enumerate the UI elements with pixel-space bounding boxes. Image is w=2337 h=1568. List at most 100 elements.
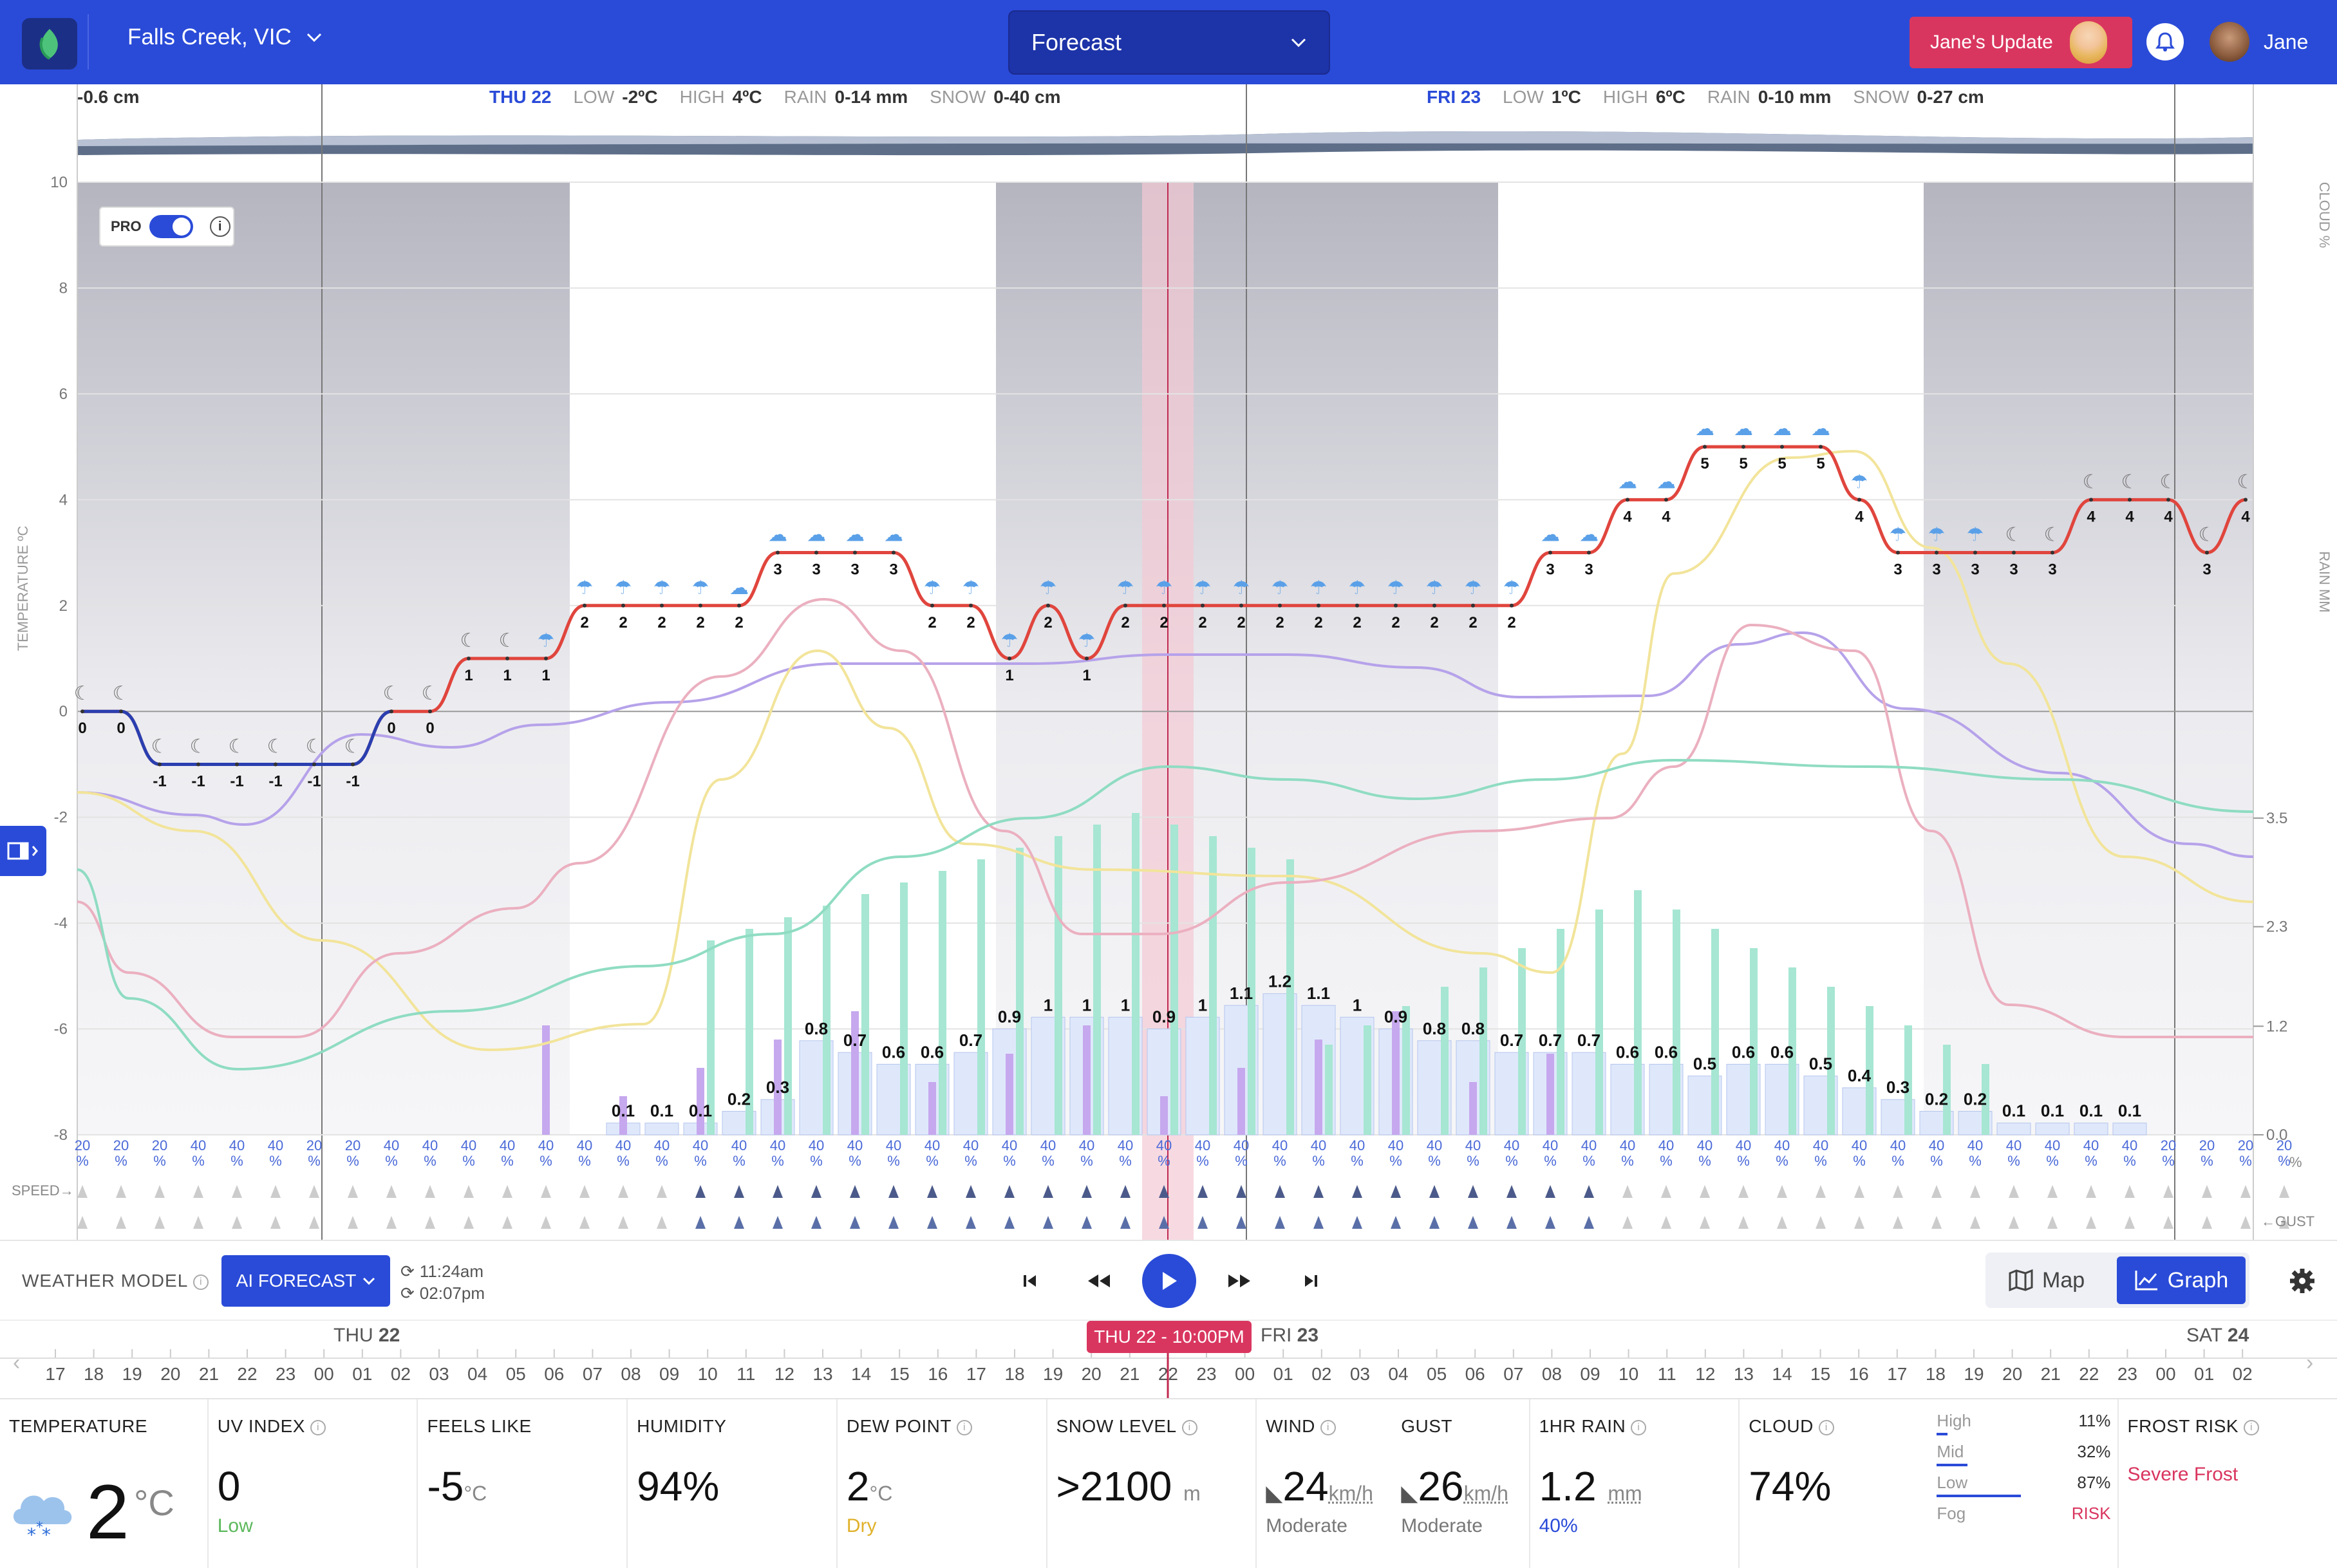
rewind-button[interactable]	[1083, 1268, 1115, 1294]
dew-point-level: Dry	[846, 1515, 877, 1536]
feels-like-card[interactable]: FEELS LIKE -5°C	[418, 1399, 628, 1568]
timeline-hour-label: 14	[1772, 1364, 1792, 1384]
skip-forward-button[interactable]	[1298, 1268, 1324, 1294]
rain-probability-label: 20	[2276, 1137, 2292, 1153]
info-icon[interactable]: i	[957, 1419, 973, 1435]
temperature-point	[1008, 657, 1011, 660]
temperature-card[interactable]: TEMPERATURE * * * 2 °C	[0, 1399, 209, 1568]
uv-card[interactable]: UV INDEX i 0 Low	[209, 1399, 418, 1568]
rain-amount-label: 0.6	[1616, 1042, 1639, 1061]
weather-model-text: WEATHER MODEL	[22, 1271, 189, 1291]
cloud-icon: ☂	[653, 577, 671, 599]
humidity-value: 94%	[637, 1463, 720, 1509]
timeline-next-icon[interactable]: ›	[2306, 1350, 2314, 1375]
rain-unit: mm	[1608, 1482, 1642, 1505]
wind-card[interactable]: WIND i ◣ 24 km/h Moderate GUST ◣ 26 km/h Mode…	[1257, 1399, 1530, 1568]
temperature-value: 2	[86, 1469, 129, 1555]
wind-arrow-icon	[2009, 1216, 2019, 1229]
rain-probability-bar	[1441, 987, 1449, 1135]
timeline-hour-label: 09	[659, 1364, 679, 1384]
rain-amount-label: 0.8	[1423, 1019, 1446, 1038]
location-selector[interactable]: Falls Creek, VIC	[127, 24, 323, 50]
temperature-label: 2	[1275, 614, 1284, 631]
timeline-prev-icon[interactable]: ‹	[13, 1350, 21, 1375]
cloud-card[interactable]: CLOUD i 74%	[1740, 1399, 1928, 1568]
temperature-point	[1162, 603, 1166, 608]
temperature-label: 2	[1121, 614, 1129, 631]
play-button[interactable]	[1142, 1254, 1196, 1308]
dew-point-card[interactable]: DEW POINT i 2°C Dry	[838, 1399, 1047, 1568]
graph-button[interactable]: Graph	[2117, 1256, 2246, 1304]
info-icon[interactable]: i	[2244, 1419, 2260, 1435]
temperature-point	[2089, 498, 2093, 502]
day-label: FRI 23	[1427, 87, 1481, 107]
skip-back-button[interactable]	[1017, 1268, 1043, 1294]
current-time-badge[interactable]: THU 22 - 10:00PM	[1087, 1321, 1252, 1353]
rain-card[interactable]: 1HR RAIN i 1.2 mm 40%	[1530, 1399, 1740, 1568]
update-button[interactable]: Jane's Update	[1910, 17, 2132, 68]
cloud-level-value: RISK	[2071, 1504, 2111, 1523]
gust-block: GUST ◣ 26 km/h Moderate	[1401, 1416, 1508, 1537]
uv-level: Low	[217, 1515, 253, 1536]
wind-arrow-icon	[1700, 1216, 1710, 1229]
card-title: CLOUD	[1749, 1416, 1814, 1436]
graph-icon	[2135, 1271, 2157, 1291]
toggle-switch[interactable]	[149, 215, 193, 238]
view-select[interactable]: Forecast	[1008, 10, 1330, 75]
wind-arrow-icon	[1468, 1216, 1478, 1229]
rain-probability-bar	[1132, 813, 1140, 1135]
rain-probability-label: 40	[1620, 1137, 1635, 1153]
gear-icon[interactable]	[2287, 1265, 2318, 1296]
forecast-chart[interactable]: 10 8 6 4 2 0 -2 -4 -6 -8 3.5 2.3 1.2 0.0 0.1 0.1 0.1 0.2 0…	[0, 84, 2337, 1240]
series-line-snow	[77, 449, 2254, 1052]
pro-toggle[interactable]: PRO i	[99, 207, 234, 247]
temperature-point	[930, 603, 934, 608]
snow-level-card[interactable]: SNOW LEVEL i >2100 m	[1047, 1399, 1257, 1568]
temperature-label: 2	[580, 614, 588, 631]
info-icon[interactable]: i	[209, 216, 230, 237]
timeline[interactable]: 17 18 19 20 21 22 23 00 01 02 03 04 05 06 07 08 09 10 11 12…	[0, 1320, 2337, 1399]
temperature-point	[1741, 445, 1745, 449]
map-button[interactable]: Map	[2009, 1262, 2085, 1299]
wind-arrow-icon	[425, 1216, 435, 1229]
app-logo[interactable]	[22, 18, 77, 70]
temperature-label: 2	[1469, 614, 1477, 631]
cloud-level-name: Low	[1937, 1473, 1968, 1492]
info-icon[interactable]: i	[1181, 1419, 1197, 1435]
cloud-icon: ☂	[615, 577, 632, 599]
temperature-label: 3	[812, 561, 820, 579]
rain-amount-label: 0.1	[2118, 1101, 2141, 1121]
info-icon[interactable]: i	[193, 1274, 209, 1290]
rain-probability-label: 40	[461, 1137, 476, 1153]
rain-probability-bar	[1055, 836, 1062, 1135]
info-icon[interactable]: i	[1631, 1419, 1647, 1435]
cloud-level-bar	[1937, 1433, 1948, 1435]
moon-icon: ☾	[2005, 524, 2023, 546]
humidity-card[interactable]: HUMIDITY 94%	[628, 1399, 838, 1568]
bell-icon[interactable]	[2146, 23, 2184, 61]
temperature-point	[80, 709, 84, 714]
timeline-hour-label: 11	[737, 1364, 755, 1384]
temperature-point	[776, 550, 780, 555]
low-value: -2ºC	[622, 87, 658, 107]
user-menu[interactable]: Jane	[2210, 22, 2308, 62]
temperature-label: 3	[1546, 561, 1554, 579]
info-icon[interactable]: i	[1320, 1419, 1336, 1435]
rain-probability-label: 40	[1388, 1137, 1403, 1153]
cloud-icon: ☁	[729, 577, 749, 599]
fast-forward-button[interactable]	[1223, 1268, 1255, 1294]
model-select[interactable]: AI FORECAST	[221, 1255, 390, 1307]
wind-arrow-icon	[1931, 1185, 1942, 1198]
rain-probability-label: 40	[538, 1137, 554, 1153]
cloud-level-value: 32%	[2077, 1442, 2111, 1461]
temperature-point	[1355, 603, 1359, 608]
info-icon[interactable]: i	[1818, 1419, 1834, 1435]
wind-arrow-icon	[2279, 1216, 2289, 1229]
rain-value: 0-14 mm	[834, 87, 908, 107]
rain-probability-bar	[746, 929, 753, 1135]
frost-card[interactable]: FROST RISK i Severe Frost	[2119, 1399, 2337, 1568]
info-icon[interactable]: i	[310, 1419, 326, 1435]
side-panel-toggle[interactable]	[0, 826, 46, 876]
moon-icon: ☾	[383, 682, 400, 705]
rain-amount-label: 0.1	[2079, 1101, 2103, 1121]
